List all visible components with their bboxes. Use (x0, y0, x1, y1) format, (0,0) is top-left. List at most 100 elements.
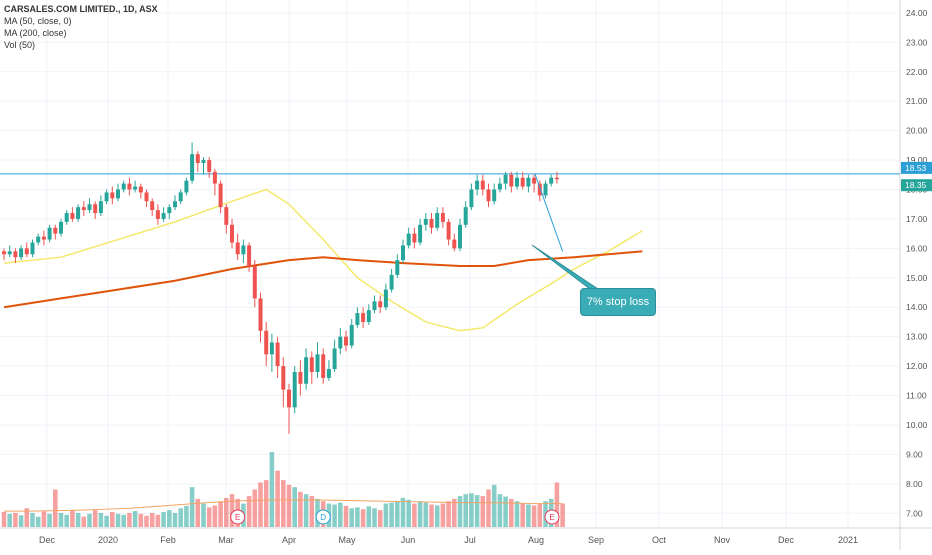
time-tick-label: Dec (39, 535, 56, 545)
candle-body (110, 192, 115, 199)
volume-bar (497, 494, 503, 527)
volume-bar (149, 512, 155, 527)
candle-body (287, 389, 291, 408)
candle-body (412, 233, 417, 243)
volume-bar (338, 502, 343, 527)
volume-bar (13, 512, 18, 527)
candle-body (366, 310, 371, 322)
volume-bar (110, 512, 115, 527)
symbol-title[interactable]: CARSALES.COM LIMITED., 1D, ASX (4, 4, 158, 14)
candle-body (338, 336, 343, 349)
candle-body (543, 183, 548, 196)
candle-body (429, 218, 434, 228)
volume-bar (537, 503, 543, 527)
volume-bar (275, 470, 280, 527)
volume-bar (514, 501, 520, 527)
volume-bar (486, 489, 491, 527)
candle-body (173, 201, 177, 208)
volume-bar (343, 505, 349, 527)
candle-body (190, 154, 195, 181)
volume-bar (452, 498, 457, 527)
volume-bar (263, 480, 269, 527)
candle-body (59, 221, 63, 234)
volume-bar (292, 487, 297, 527)
candle-body (2, 251, 6, 255)
time-tick-label: Sep (588, 535, 604, 545)
volume-bar (309, 496, 315, 527)
candle-body (344, 336, 348, 346)
candle-body (532, 177, 537, 184)
candle-body (252, 266, 257, 299)
candle-body (435, 213, 440, 228)
candle-body (469, 189, 474, 208)
volume-bar (144, 515, 149, 527)
price-tick-label: 14.00 (906, 302, 928, 312)
volume-bar (491, 484, 497, 527)
candle-body (218, 183, 223, 208)
volume-bar (560, 503, 565, 527)
candle-body (549, 177, 554, 184)
stop-loss-annotation[interactable]: 7% stop loss (580, 288, 656, 316)
candle-body (155, 210, 160, 219)
candle-body (241, 245, 246, 255)
candle-body (116, 189, 120, 199)
candle-body (144, 192, 149, 202)
volume-bar (269, 452, 275, 527)
volume-bar (7, 513, 12, 527)
candle-body (184, 180, 189, 193)
price-tick-label: 17.00 (906, 214, 928, 224)
candle-body (19, 248, 24, 258)
candle-body (315, 354, 320, 372)
candle-body (87, 204, 92, 211)
volume-bar (412, 503, 417, 527)
time-tick-label: Aug (528, 535, 544, 545)
candle-body (395, 260, 400, 275)
price-label-box (901, 161, 932, 174)
candle-body (81, 207, 86, 211)
time-tick-label: Jul (464, 535, 476, 545)
candle-body (309, 357, 314, 372)
volume-bar (104, 515, 109, 527)
volume-bar (526, 504, 531, 527)
volume-bar (172, 512, 178, 527)
time-tick-label: Nov (714, 535, 731, 545)
chart-legend: CARSALES.COM LIMITED., 1D, ASX MA (50, c… (4, 3, 158, 51)
volume-bar (406, 499, 411, 527)
candle-body (150, 201, 155, 211)
indicator-ma50-label[interactable]: MA (50, close, 0) (4, 16, 72, 26)
candle-body (497, 183, 502, 190)
indicator-ma200-label[interactable]: MA (200, close) (4, 28, 67, 38)
candle-body (275, 342, 280, 367)
candle-body (509, 174, 514, 187)
volume-bar (195, 498, 201, 527)
candle-body (298, 371, 303, 384)
candle-body (7, 251, 12, 255)
candle-body (30, 242, 35, 255)
candle-body (446, 221, 451, 240)
candle-body (53, 227, 58, 234)
candle-body (304, 357, 309, 384)
volume-bar (446, 501, 451, 527)
indicator-volume-label[interactable]: Vol (50) (4, 40, 36, 50)
volume-bar (417, 501, 423, 527)
volume-bar (440, 503, 446, 527)
candle-body (440, 213, 445, 222)
candle-body (458, 224, 462, 249)
candle-body (121, 183, 126, 190)
volume-bar (53, 489, 58, 527)
volume-bar (87, 513, 92, 527)
volume-bar (224, 497, 229, 527)
price-label-box (901, 179, 932, 192)
volume-bar (554, 482, 560, 527)
volume-bar (372, 508, 377, 527)
volume-bar (503, 496, 508, 527)
volume-bar (155, 514, 161, 527)
candle-body (93, 204, 98, 214)
candle-body (264, 330, 269, 355)
earnings-event-marker (230, 509, 246, 525)
time-tick-label: Apr (282, 535, 296, 545)
candle-body (321, 354, 326, 378)
volume-bar (121, 514, 126, 527)
